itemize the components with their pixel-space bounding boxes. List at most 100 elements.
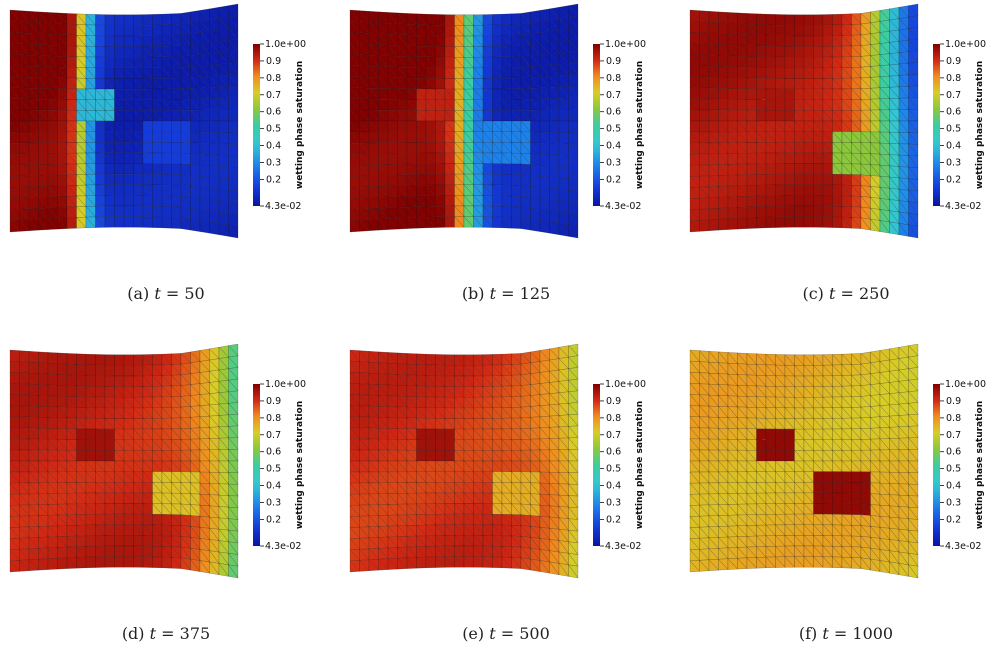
mesh-element [397, 217, 408, 230]
mesh-domain [349, 343, 579, 579]
colorbar-tick-label: 0.4 [606, 481, 621, 492]
mesh-element [123, 556, 134, 568]
mesh-element [397, 557, 408, 570]
mesh-element [444, 216, 455, 228]
colorbar-tick-label: 0.8 [266, 413, 281, 424]
mesh-element [133, 216, 144, 228]
mesh-element [218, 222, 229, 237]
mesh-element [775, 216, 786, 228]
colorbar-tick-label: 0.4 [946, 141, 961, 152]
mesh-element [28, 559, 39, 571]
mesh-element [416, 217, 427, 229]
mesh-domain [689, 343, 919, 579]
mesh-element [180, 557, 191, 571]
colorbar-tick-label: 0.6 [606, 107, 621, 118]
mesh-element [549, 561, 560, 576]
mesh-element [851, 216, 862, 229]
mesh-element [359, 219, 370, 232]
colorbar-tick-label: 0.2 [606, 514, 621, 525]
mesh-element [568, 564, 579, 579]
mesh-element [813, 216, 824, 228]
mesh-element [549, 221, 560, 236]
mesh-element [368, 219, 379, 231]
mesh-element [492, 216, 503, 229]
mesh-element [708, 219, 719, 231]
caption-d: (d) t = 375 [121, 624, 211, 643]
colorbar-max-label: 1.0e+00 [945, 39, 986, 50]
colorbar-tick-label: 0.5 [266, 124, 281, 135]
colorbar: 1.0e+000.90.80.70.60.50.40.30.24.3e-02we… [593, 379, 646, 552]
mesh-element [822, 216, 833, 228]
mesh-element [482, 556, 493, 568]
colorbar-tick-label: 0.9 [266, 396, 281, 407]
mesh-element [718, 218, 729, 231]
mesh-element [898, 222, 909, 237]
colorbar: 1.0e+000.90.80.70.60.50.40.30.24.3e-02we… [253, 39, 306, 212]
mesh-element [435, 216, 446, 228]
colorbar-tick-label: 0.2 [606, 174, 621, 185]
mesh-element [473, 216, 484, 228]
mesh-element [435, 556, 446, 568]
mesh-element [699, 559, 710, 572]
colorbar-tick-label: 0.2 [946, 174, 961, 185]
colorbar-tick-label: 0.9 [606, 396, 621, 407]
colorbar-max-label: 1.0e+00 [265, 379, 306, 390]
mesh-element [161, 216, 172, 229]
panel-d: 1.0e+00 0.9 0.8 0.7 0.6 0.5 0.4 0.3 0.2 4.3e-02 we… [0, 340, 332, 668]
mesh-element [76, 557, 87, 569]
colorbar-tick-label: 0.8 [266, 73, 281, 84]
mesh-domain [9, 3, 239, 239]
mesh-element [689, 220, 700, 233]
colorbar-tick-label: 0.4 [266, 141, 281, 152]
mesh-element [133, 556, 144, 568]
mesh-element [765, 216, 776, 229]
colorbar-title: wetting phase saturation [975, 61, 985, 189]
colorbar-min-label: 4.3e-02 [265, 541, 301, 552]
colorbar-gradient [933, 44, 940, 206]
colorbar-tick-label: 0.6 [266, 107, 281, 118]
mesh-element [501, 216, 512, 229]
mesh-element [416, 557, 427, 569]
colorbar-tick-label: 0.3 [606, 497, 621, 508]
colorbar-min-label: 4.3e-02 [605, 201, 641, 212]
mesh-element [95, 216, 106, 228]
colorbar-tick-label: 0.7 [606, 90, 621, 101]
colorbar-title: wetting phase saturation [635, 61, 645, 189]
colorbar-tick-label: 0.5 [606, 124, 621, 135]
colorbar-tick-label: 0.8 [606, 413, 621, 424]
mesh-element [38, 218, 49, 231]
mesh-element [171, 556, 182, 569]
mesh-element [104, 216, 115, 228]
colorbar-gradient [593, 44, 600, 206]
colorbar-title: wetting phase saturation [635, 401, 645, 529]
mesh-element [152, 216, 163, 229]
plot-e: 1.0e+000.90.80.70.60.50.40.30.24.3e-02we… [349, 343, 646, 579]
colorbar-min-label: 4.3e-02 [945, 201, 981, 212]
colorbar-max-label: 1.0e+00 [265, 39, 306, 50]
mesh-element [104, 556, 115, 568]
colorbar-tick-label: 0.3 [266, 497, 281, 508]
mesh-element [530, 218, 541, 232]
mesh-element [368, 559, 379, 571]
mesh-element [199, 560, 210, 574]
plot-d: 1.0e+000.90.80.70.60.50.40.30.24.3e-02we… [9, 343, 306, 579]
mesh-element [454, 556, 465, 568]
mesh-element [387, 218, 398, 230]
mesh-element [699, 219, 710, 232]
mesh-element [425, 216, 436, 229]
mesh-element [482, 216, 493, 228]
mesh-element [378, 218, 389, 231]
mesh-element [47, 558, 58, 570]
panel-f: 1.0e+00 0.9 0.8 0.7 0.6 0.5 0.4 0.3 0.2 4.3e-02 we… [680, 340, 997, 668]
colorbar-tick-label: 0.2 [266, 174, 281, 185]
mesh-element [879, 220, 890, 234]
mesh-element [539, 560, 550, 574]
mesh-element [406, 217, 417, 229]
mesh-element [66, 217, 77, 229]
mesh-element [76, 217, 87, 229]
colorbar-max-label: 1.0e+00 [605, 39, 646, 50]
colorbar-tick-label: 0.6 [946, 107, 961, 118]
mesh-domain [689, 3, 919, 239]
mesh-element [832, 216, 843, 229]
mesh-element [142, 556, 153, 568]
